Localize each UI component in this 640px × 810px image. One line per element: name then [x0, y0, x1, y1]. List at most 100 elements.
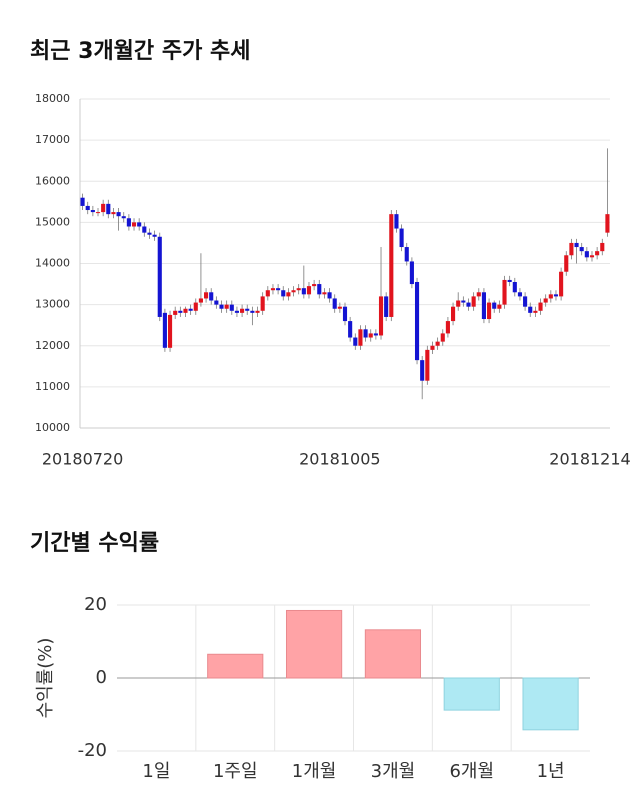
candle-body — [209, 292, 214, 301]
candle-body — [481, 292, 486, 320]
y-tick-label: 14000 — [35, 257, 70, 270]
candle-body — [512, 282, 517, 293]
candle-body — [584, 251, 589, 258]
candle-body — [90, 210, 95, 213]
candle-body — [414, 282, 420, 361]
candle-body — [142, 226, 147, 233]
candle-body — [260, 296, 265, 311]
candle-body — [198, 298, 203, 303]
y-tick-label: 15000 — [35, 215, 70, 228]
candle-body — [229, 304, 234, 311]
y-tick-label: 12000 — [35, 339, 70, 352]
x-tick-label: 1주일 — [213, 761, 258, 782]
x-tick-label: 1년 — [537, 761, 565, 782]
candle-body — [121, 216, 126, 219]
candle-body — [378, 296, 384, 336]
y-tick-label: 17000 — [35, 133, 70, 146]
candle-body — [471, 296, 476, 307]
candle-body — [538, 302, 543, 311]
y-tick-label: 18000 — [35, 92, 70, 105]
x-tick-label: 1개월 — [292, 761, 337, 782]
candle-body — [492, 302, 497, 309]
candle-body — [461, 300, 466, 303]
candle-body — [270, 288, 276, 291]
y-tick-label: 16000 — [35, 174, 70, 187]
candle-body — [286, 292, 291, 297]
candle-body — [502, 279, 507, 305]
bar — [207, 653, 264, 679]
candle-body — [476, 292, 481, 297]
y-tick-label: 0 — [96, 667, 107, 688]
candle-body — [435, 341, 440, 346]
candle-body — [553, 294, 559, 297]
candle-body — [240, 308, 245, 313]
candle-body — [466, 302, 471, 307]
x-tick-label: 6개월 — [449, 761, 494, 782]
candle-body — [342, 306, 348, 322]
candle-body — [445, 321, 450, 334]
candle-body — [317, 284, 322, 295]
candle-body — [265, 290, 270, 297]
candle-body — [487, 302, 492, 320]
candle-body — [219, 304, 224, 309]
candle-body — [137, 222, 142, 227]
candle-body — [157, 236, 162, 317]
x-tick-label: 1일 — [142, 761, 170, 782]
candle-body — [420, 360, 425, 381]
y-axis-label: 수익률(%) — [35, 638, 56, 719]
candle-body — [559, 271, 564, 297]
candle-body — [167, 314, 173, 348]
candle-body — [291, 290, 296, 293]
candle-body — [353, 337, 358, 346]
candle-body — [147, 232, 152, 235]
candle-body — [95, 212, 101, 214]
candle-body — [456, 300, 461, 307]
candle-body — [533, 310, 538, 313]
candle-body — [183, 308, 188, 313]
bar — [285, 609, 343, 679]
candle-body — [523, 296, 528, 307]
candle-body — [306, 286, 312, 295]
candle-body — [497, 304, 502, 309]
candle-body — [579, 247, 584, 252]
candle-body — [589, 255, 595, 258]
x-tick-label: 20181005 — [299, 450, 380, 469]
bar — [522, 677, 579, 731]
candle-body — [250, 310, 255, 313]
candle-body — [178, 310, 183, 313]
candle-body — [245, 308, 250, 311]
candle-body — [322, 292, 327, 295]
candle-body — [440, 333, 445, 342]
candle-body — [404, 247, 409, 262]
x-tick-label: 20180720 — [42, 450, 123, 469]
candle-body — [389, 214, 394, 317]
candle-body — [543, 298, 548, 303]
candle-body — [152, 234, 157, 237]
candle-body — [85, 205, 90, 211]
candle-body — [368, 333, 373, 338]
candle-body — [517, 292, 523, 297]
chart-title: 최근 3개월간 주가 추세 — [30, 39, 250, 64]
candle-body — [605, 214, 610, 233]
bar — [364, 629, 422, 679]
candle-body — [548, 294, 553, 299]
y-tick-label: 10000 — [35, 421, 70, 434]
candle-body — [80, 197, 85, 206]
candle-body — [394, 214, 399, 229]
candle-body — [106, 203, 111, 215]
candle-body — [255, 310, 260, 313]
y-tick-label: 20 — [84, 594, 107, 615]
candle-body — [595, 251, 600, 256]
x-tick-label: 20181214 — [549, 450, 630, 469]
candle-body — [101, 203, 106, 213]
candle-body — [564, 255, 569, 272]
candle-body — [204, 292, 209, 299]
candle-body — [569, 242, 574, 256]
candle-body — [451, 306, 456, 322]
candle-body — [409, 261, 414, 285]
candle-body — [131, 222, 137, 227]
candle-body — [373, 333, 378, 336]
chart-title: 기간별 수익률 — [30, 531, 159, 556]
